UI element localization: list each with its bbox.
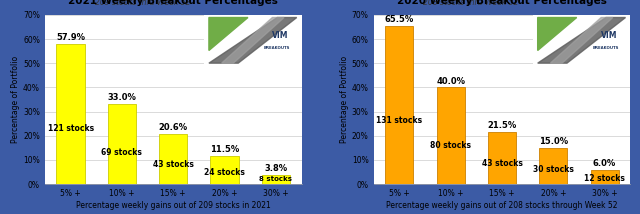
X-axis label: Percentage weekly gains out of 208 stocks through Week 52: Percentage weekly gains out of 208 stock… xyxy=(386,201,618,210)
Text: 11.5%: 11.5% xyxy=(210,145,239,154)
Text: 21.5%: 21.5% xyxy=(487,121,516,130)
Text: 43 stocks: 43 stocks xyxy=(481,159,522,168)
Y-axis label: Percentage of Portfolio: Percentage of Portfolio xyxy=(12,56,20,143)
Bar xyxy=(591,169,619,184)
Bar xyxy=(211,156,239,184)
Text: 6.0%: 6.0% xyxy=(593,159,616,168)
Text: 57.9%: 57.9% xyxy=(56,33,85,42)
Bar xyxy=(262,175,290,184)
X-axis label: Percentage weekly gains out of 209 stocks in 2021: Percentage weekly gains out of 209 stock… xyxy=(76,201,271,210)
Text: 15.0%: 15.0% xyxy=(539,137,568,146)
Bar xyxy=(488,132,516,184)
Text: 65.5%: 65.5% xyxy=(385,15,414,24)
Text: 209 stocks thru Week 52: 209 stocks thru Week 52 xyxy=(95,0,190,7)
Text: 3.8%: 3.8% xyxy=(264,164,287,173)
Text: 131 stocks: 131 stocks xyxy=(376,116,422,125)
Text: 24 stocks: 24 stocks xyxy=(204,168,245,177)
Text: 12 stocks: 12 stocks xyxy=(584,174,625,183)
Bar xyxy=(56,44,84,184)
Text: 20.6%: 20.6% xyxy=(159,123,188,132)
Text: 8 stocks: 8 stocks xyxy=(259,177,292,183)
Text: 30 stocks: 30 stocks xyxy=(533,165,573,174)
Bar xyxy=(436,88,465,184)
Text: 80 stocks: 80 stocks xyxy=(430,141,471,150)
Title: 2020 Weekly Breakout Percentages: 2020 Weekly Breakout Percentages xyxy=(397,0,607,6)
Text: 43 stocks: 43 stocks xyxy=(153,160,194,169)
Text: 208 stocks thru Week 52: 208 stocks thru Week 52 xyxy=(424,0,519,7)
Bar xyxy=(539,148,568,184)
Text: 121 stocks: 121 stocks xyxy=(47,124,93,133)
Text: 40.0%: 40.0% xyxy=(436,76,465,86)
Bar xyxy=(108,104,136,184)
Y-axis label: Percentage of Portfolio: Percentage of Portfolio xyxy=(340,56,349,143)
Text: 33.0%: 33.0% xyxy=(108,93,136,103)
Text: 69 stocks: 69 stocks xyxy=(102,148,142,157)
Title: 2021 Weekly Breakout Percentages: 2021 Weekly Breakout Percentages xyxy=(68,0,278,6)
Bar xyxy=(159,134,188,184)
Bar xyxy=(385,26,413,184)
